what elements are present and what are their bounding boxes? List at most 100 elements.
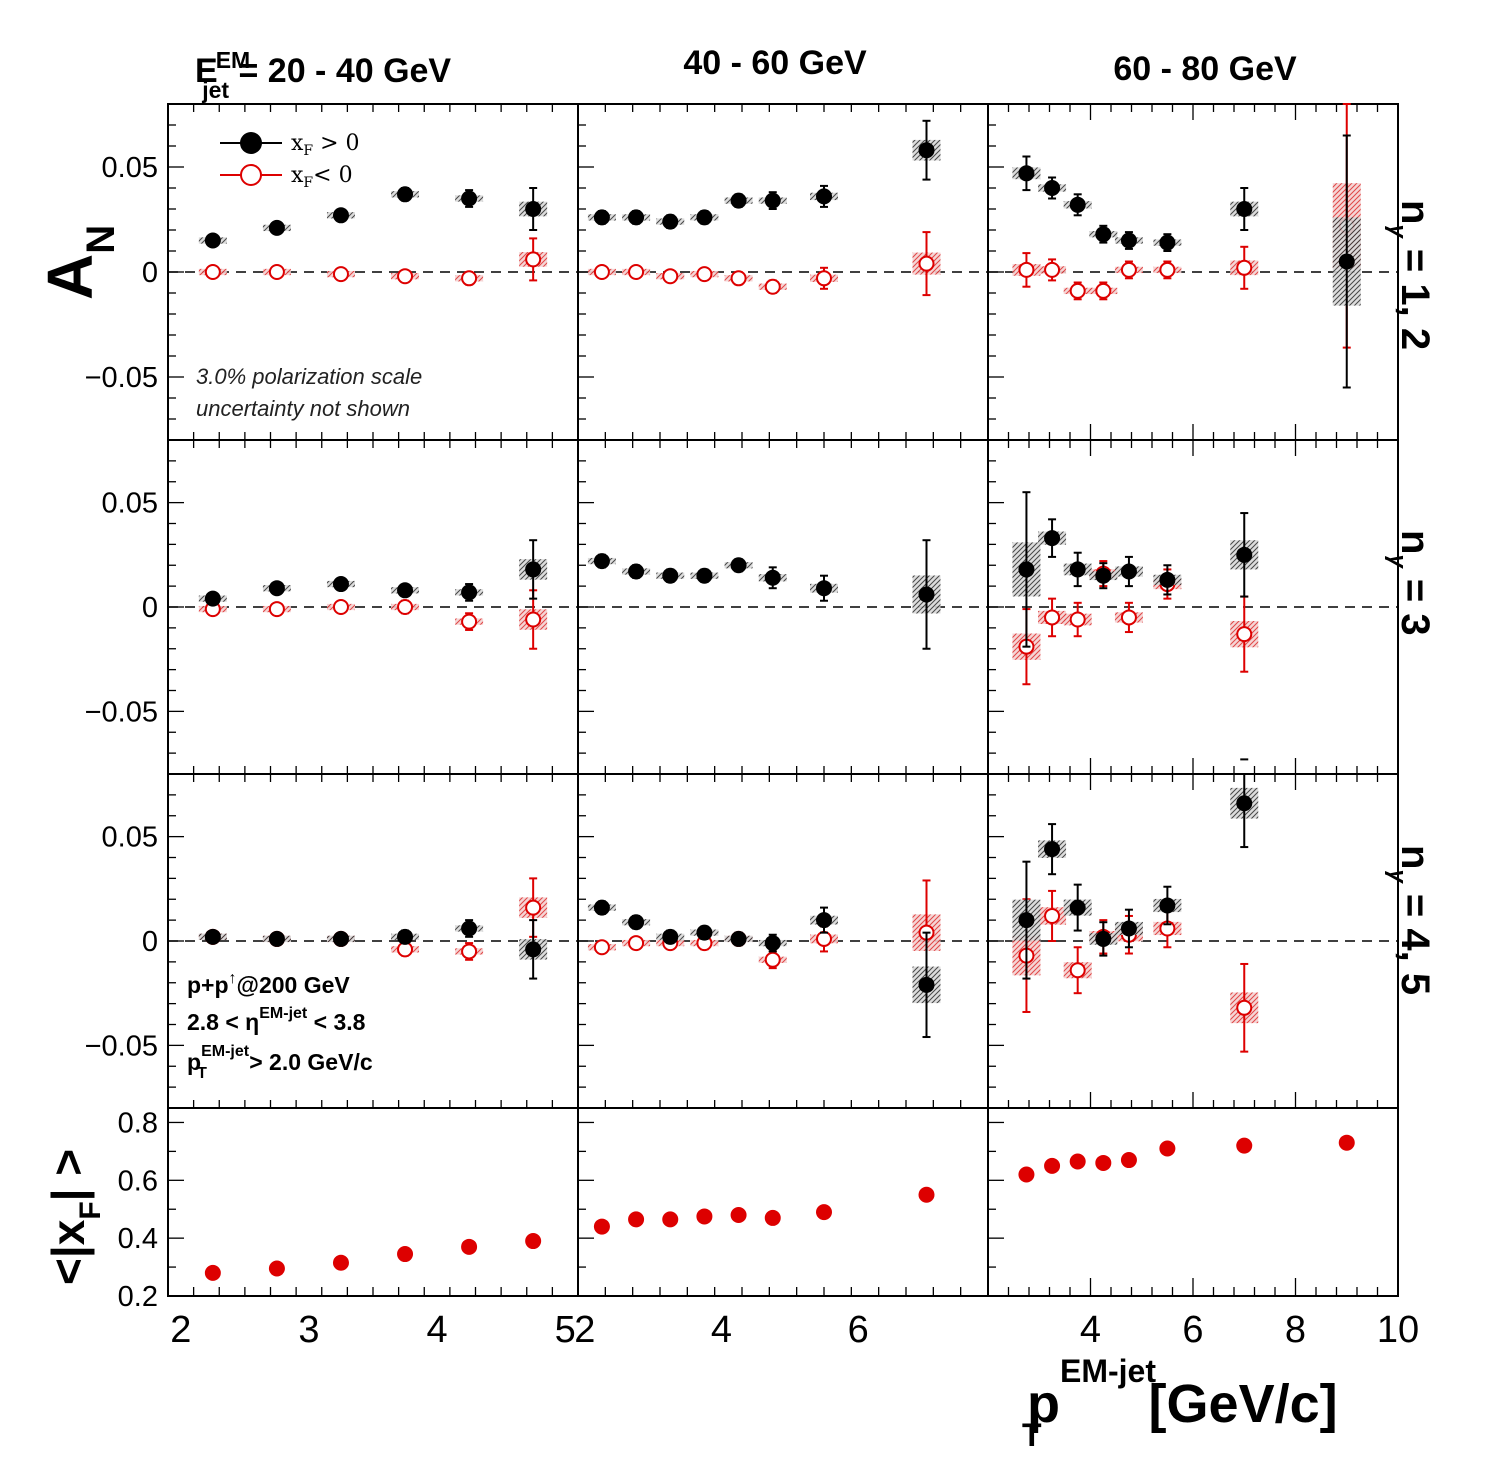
an-ytick-label: 0.05 <box>102 488 158 520</box>
svg-text:AN: AN <box>34 225 123 300</box>
an-panel-c3-r1 <box>987 103 1399 441</box>
mean-xf-point <box>397 1246 414 1263</box>
data-point-xf-pos <box>1069 561 1086 578</box>
mean-xf-point <box>268 1260 285 1277</box>
mean-xf-point <box>918 1186 935 1203</box>
data-point-xf-pos <box>696 924 713 941</box>
data-point-xf-neg <box>816 270 832 287</box>
svg-text:nγ = 1, 2: nγ = 1, 2 <box>1384 200 1437 350</box>
data-point-xf-neg <box>1069 282 1086 299</box>
col-header-1: EEM jet = 20 - 40 GeV <box>195 47 451 103</box>
data-point-xf-pos <box>593 209 610 226</box>
data-point-xf-neg <box>593 939 610 956</box>
data-point-xf-neg <box>1018 261 1035 278</box>
legend-entry-xf-pos: xF > 0 <box>220 131 360 159</box>
data-point-xf-pos <box>1095 930 1112 947</box>
data-point-xf-pos <box>1159 234 1176 251</box>
y-axis-title-an: AN <box>34 225 123 300</box>
y-axis-title-mean-xf: <|xF| > <box>42 1149 107 1285</box>
legend: xF > 0 xF< 0 <box>220 131 360 191</box>
data-point-xf-neg <box>1044 907 1061 924</box>
col-header-3: 60 - 80 GeV <box>1113 50 1297 88</box>
legend-label-xf-pos: xF > 0 <box>291 131 360 159</box>
data-point-xf-pos <box>1018 912 1035 929</box>
data-point-xf-neg <box>525 611 542 628</box>
data-point-xf-neg <box>332 599 349 615</box>
data-point-xf-pos <box>332 930 349 947</box>
data-point-xf-neg <box>461 943 478 960</box>
data-point-xf-pos <box>816 912 832 929</box>
data-point-xf-neg <box>1120 609 1137 626</box>
data-point-xf-neg <box>730 270 747 287</box>
data-point-xf-neg <box>1159 261 1176 278</box>
data-point-xf-pos <box>1236 201 1253 217</box>
data-point-xf-pos <box>730 930 747 947</box>
data-point-xf-pos <box>662 213 679 230</box>
an-ytick-label: 0.05 <box>102 822 158 854</box>
data-point-xf-pos <box>628 209 645 226</box>
eta-range-label: 2.8 < ηEM-jet < 3.8 <box>187 1005 366 1035</box>
x-tick-label: 6 <box>1182 1309 1203 1351</box>
data-point-xf-pos <box>696 209 713 226</box>
data-point-xf-pos <box>525 941 542 958</box>
mean-xf-point <box>461 1238 478 1255</box>
data-point-xf-neg <box>628 264 645 280</box>
panel-frame <box>987 1107 1399 1297</box>
data-point-xf-pos <box>1159 897 1176 914</box>
x-tick-label: 4 <box>1080 1309 1101 1351</box>
mean-xf-panel-c2: 2 4 6 <box>574 1107 989 1351</box>
data-point-xf-pos <box>397 928 414 945</box>
data-point-xf-neg <box>1069 962 1086 979</box>
mean-xf-point <box>1338 1134 1355 1151</box>
legend-marker-xf-pos <box>240 132 262 154</box>
data-point-xf-pos <box>1338 253 1355 270</box>
data-point-xf-pos <box>918 586 935 603</box>
pt-cut-label: pEM-jet T > 2.0 GeV/c <box>187 1043 373 1082</box>
data-point-xf-pos <box>1095 567 1112 584</box>
svg-text:nγ = 3: nγ = 3 <box>1384 530 1437 636</box>
an-ytick-label: 0.05 <box>102 152 158 184</box>
xf-ytick-label: 0.6 <box>118 1165 158 1197</box>
data-point-xf-pos <box>1069 196 1086 213</box>
data-point-xf-pos <box>662 928 679 945</box>
x-tick-label: 6 <box>848 1309 869 1351</box>
an-panel-c2-r3 <box>577 773 989 1109</box>
xf-ytick-label: 0.4 <box>118 1223 158 1255</box>
an-ytick-label: 0 <box>142 592 158 624</box>
data-point-xf-pos <box>816 188 832 205</box>
data-point-xf-neg <box>268 601 285 618</box>
x-tick-label: 4 <box>426 1309 447 1351</box>
data-point-xf-pos <box>1069 899 1086 916</box>
data-point-xf-pos <box>1236 795 1253 812</box>
data-point-xf-pos <box>696 567 713 584</box>
legend-marker-xf-neg <box>240 164 262 186</box>
data-point-xf-neg <box>764 278 781 295</box>
an-ytick-label: 0 <box>142 926 158 958</box>
an-panel-c2-r1 <box>577 103 989 441</box>
data-point-xf-pos <box>204 232 221 249</box>
data-point-xf-pos <box>593 899 610 916</box>
data-point-xf-pos <box>461 190 478 207</box>
an-ytick-label: −0.05 <box>85 696 158 728</box>
mean-xf-point <box>1044 1157 1061 1174</box>
mean-xf-point <box>628 1211 645 1228</box>
mean-xf-point <box>1159 1140 1176 1157</box>
mean-xf-point <box>332 1254 349 1271</box>
data-point-xf-pos <box>461 584 478 601</box>
data-point-xf-neg <box>764 951 781 968</box>
mean-xf-panel-c1: 0.2 0.4 0.6 0.8 2 3 4 5 <box>118 1107 579 1351</box>
data-point-xf-neg <box>816 930 832 947</box>
data-point-xf-pos <box>1120 563 1137 580</box>
data-point-xf-pos <box>397 582 414 599</box>
mean-xf-point <box>764 1209 781 1226</box>
legend-entry-xf-neg: xF< 0 <box>220 163 353 191</box>
data-point-xf-neg <box>397 599 414 615</box>
pol-scale-note-line2: uncertainty not shown <box>196 396 410 421</box>
data-point-xf-neg <box>1236 259 1253 276</box>
mean-xf-point <box>1018 1166 1035 1183</box>
an-panel-c1-r2: −0.05 0 0.05 <box>85 439 579 775</box>
x-tick-label: 10 <box>1377 1309 1419 1351</box>
x-tick-label: 4 <box>711 1309 732 1351</box>
data-point-xf-pos <box>764 935 781 952</box>
data-point-xf-neg <box>1120 261 1137 278</box>
